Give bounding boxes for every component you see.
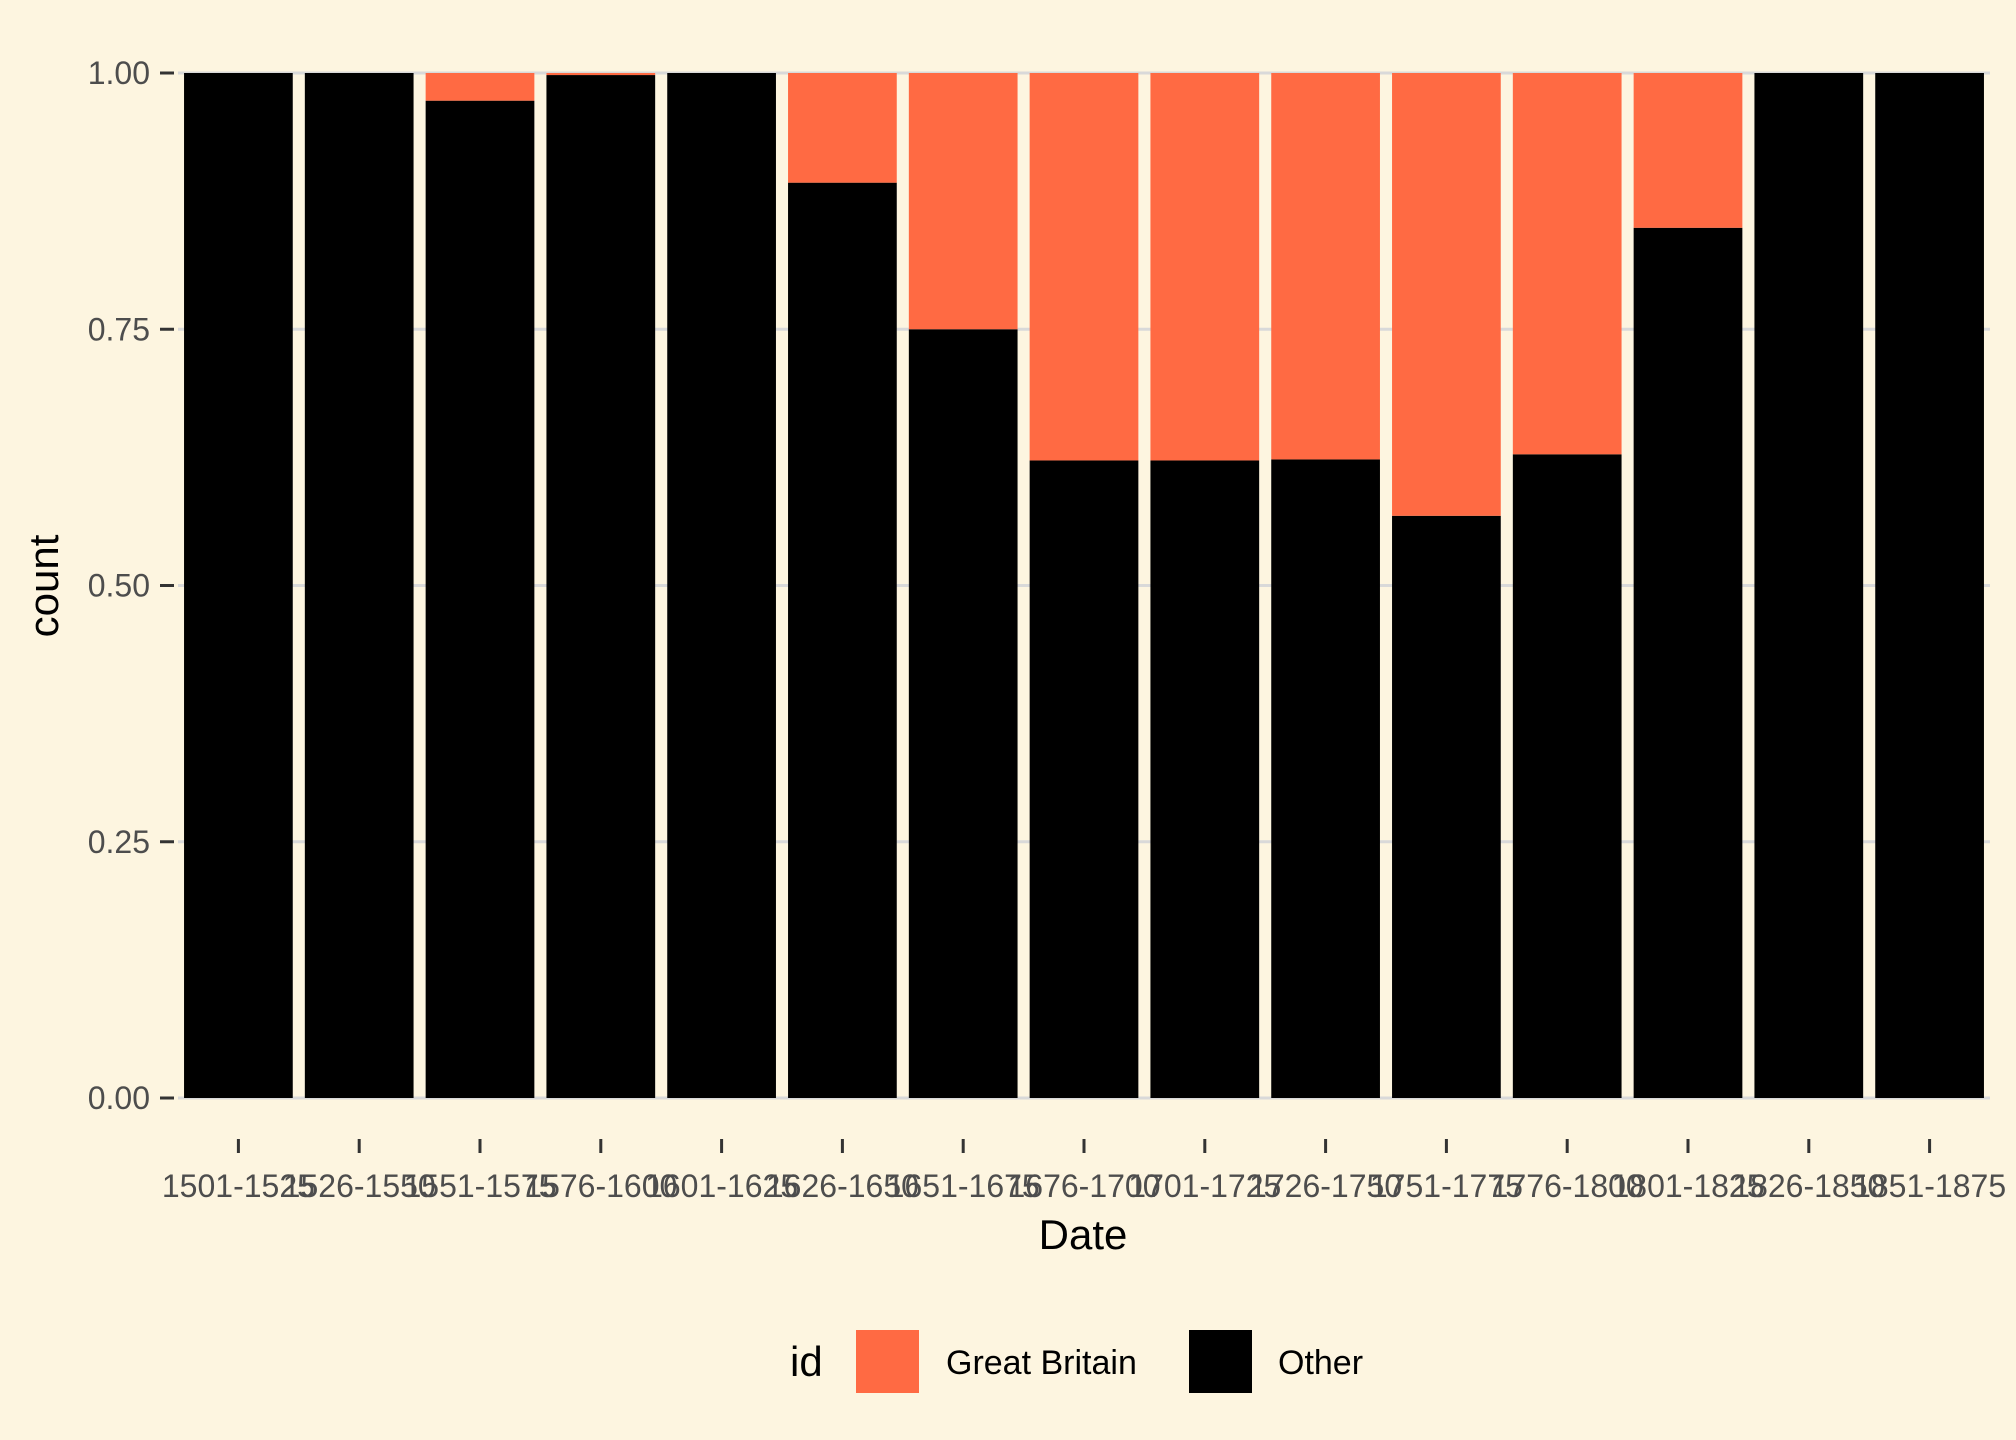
legend-label-other: Other xyxy=(1278,1344,1363,1382)
bar-great-britain-1576-1600 xyxy=(546,73,656,76)
bar-other-1651-1675 xyxy=(908,329,1018,1098)
y-tick-label: 0.25 xyxy=(88,824,150,860)
legend-key-great-britain xyxy=(856,1330,919,1393)
y-tick-label: 0.00 xyxy=(88,1080,150,1116)
x-tick-label: 1551-1575 xyxy=(403,1168,556,1204)
legend-label-great-britain: Great Britain xyxy=(946,1344,1137,1382)
bar-great-britain-1701-1725 xyxy=(1150,73,1260,461)
bar-great-britain-1801-1825 xyxy=(1633,73,1743,228)
bar-other-1551-1575 xyxy=(425,100,535,1099)
x-axis-title: Date xyxy=(1039,1211,1128,1258)
bar-other-1501-1525 xyxy=(184,73,293,1098)
bar-great-britain-1776-1800 xyxy=(1512,73,1622,455)
x-tick-label: 1726-1750 xyxy=(1249,1168,1402,1204)
y-axis: 0.00 0.25 0.50 0.75 1.00 xyxy=(88,55,174,1116)
x-tick-label: 1751-1775 xyxy=(1370,1168,1523,1204)
x-tick-label: 1601-1625 xyxy=(645,1168,798,1204)
x-tick-label: 1826-1850 xyxy=(1732,1168,1885,1204)
bar-other-1726-1750 xyxy=(1271,459,1380,1098)
legend-key-other xyxy=(1189,1330,1252,1393)
bar-other-1751-1775 xyxy=(1392,515,1501,1098)
bar-other-1801-1825 xyxy=(1633,227,1743,1098)
x-tick-label: 1526-1550 xyxy=(283,1168,436,1204)
x-tick-label: 1501-1525 xyxy=(162,1168,315,1204)
x-tick-label: 1651-1675 xyxy=(887,1168,1040,1204)
y-axis-title: count xyxy=(20,534,67,637)
bar-other-1826-1850 xyxy=(1754,73,1864,1098)
bar-other-1601-1625 xyxy=(667,73,776,1098)
bar-great-britain-1551-1575 xyxy=(425,73,535,101)
x-axis: 1501-15251526-15501551-15751576-16001601… xyxy=(162,1139,2006,1204)
legend-title: id xyxy=(790,1338,823,1385)
y-tick-label: 1.00 xyxy=(88,55,150,91)
legend: id Great Britain Other xyxy=(790,1330,1363,1393)
bar-other-1576-1600 xyxy=(546,75,656,1099)
bar-other-1701-1725 xyxy=(1150,460,1260,1098)
bar-other-1676-1700 xyxy=(1029,460,1139,1098)
bar-great-britain-1626-1650 xyxy=(788,73,897,183)
x-tick-label: 1801-1825 xyxy=(1611,1168,1764,1204)
bars xyxy=(184,73,1984,1099)
x-tick-label: 1626-1650 xyxy=(766,1168,919,1204)
y-tick-label: 0.75 xyxy=(88,311,150,347)
bar-great-britain-1751-1775 xyxy=(1392,73,1501,516)
bar-great-britain-1726-1750 xyxy=(1271,73,1380,460)
x-tick-label: 1676-1700 xyxy=(1007,1168,1160,1204)
bar-great-britain-1651-1675 xyxy=(908,73,1018,330)
bar-great-britain-1676-1700 xyxy=(1029,73,1139,461)
x-tick-label: 1776-1800 xyxy=(1491,1168,1644,1204)
bar-other-1851-1875 xyxy=(1875,73,1984,1098)
x-tick-label: 1851-1875 xyxy=(1853,1168,2006,1204)
x-tick-label: 1701-1725 xyxy=(1128,1168,1281,1204)
bar-other-1626-1650 xyxy=(788,182,897,1099)
bar-other-1776-1800 xyxy=(1512,454,1622,1098)
x-tick-label: 1576-1600 xyxy=(524,1168,677,1204)
bar-other-1526-1550 xyxy=(304,73,414,1098)
y-tick-label: 0.50 xyxy=(88,568,150,604)
